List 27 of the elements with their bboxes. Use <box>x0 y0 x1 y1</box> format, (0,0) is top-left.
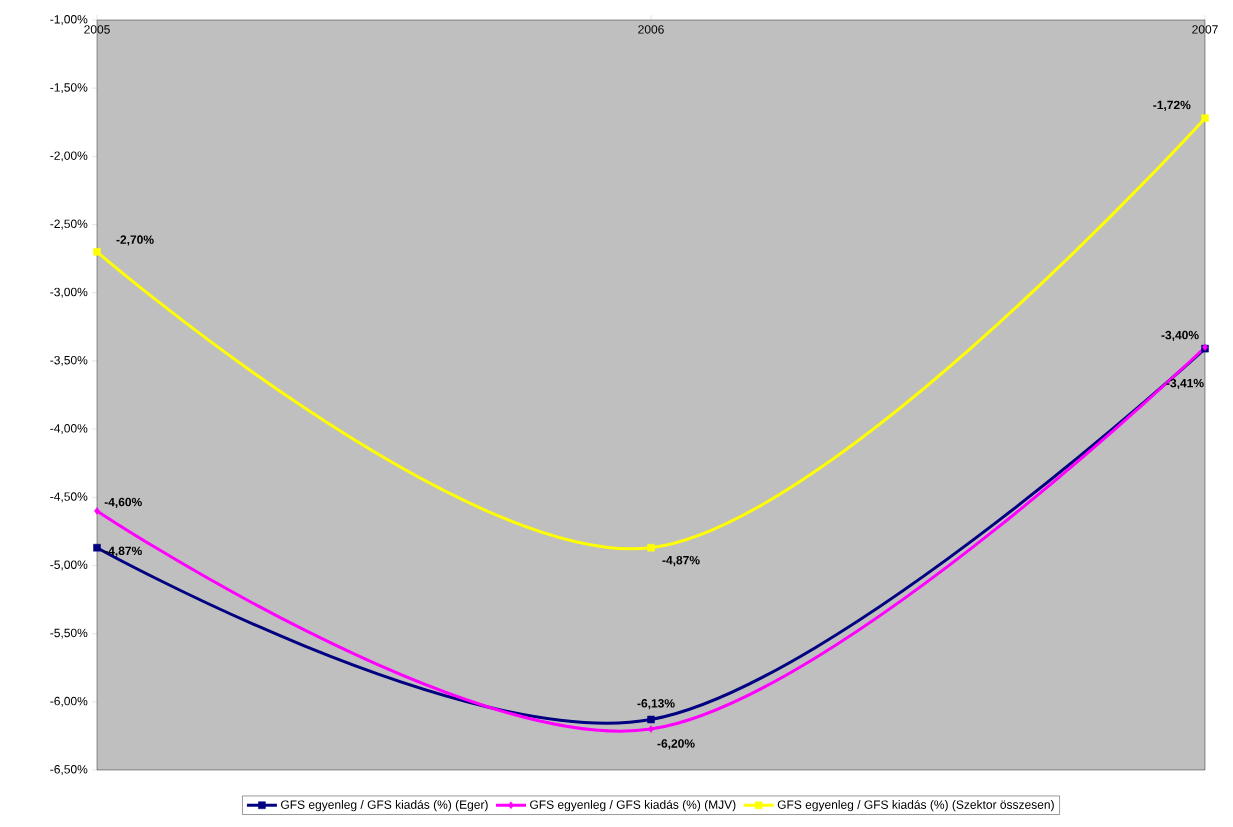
y-tick-label: -4,00% <box>50 424 88 435</box>
y-tick-label: -2,50% <box>50 219 88 230</box>
y-tick-label: -5,00% <box>50 560 88 571</box>
data-label: -3,41% <box>1166 378 1204 390</box>
y-tick-label: -1,00% <box>50 15 88 25</box>
legend-label: GFS egyenleg / GFS kiadás (%) (MJV) <box>530 799 736 812</box>
y-tick-label: -3,50% <box>50 355 88 366</box>
data-label: -2,70% <box>116 235 154 246</box>
y-tick-label: -4,50% <box>50 492 88 503</box>
y-tick-label: -3,00% <box>50 287 88 298</box>
y-tick-label: -6,00% <box>50 696 88 707</box>
y-tick-label: -5,50% <box>50 628 88 639</box>
y-tick-label: -1,50% <box>50 83 88 94</box>
data-label: -4,60% <box>104 497 142 509</box>
legend-label: GFS egyenleg / GFS kiadás (%) (Eger) <box>281 799 488 812</box>
x-tick-label: 2006 <box>638 25 664 34</box>
data-label: -3,40% <box>1161 330 1199 342</box>
legend-label: GFS egyenleg / GFS kiadás (%) (Szektor összesen) <box>777 799 1054 812</box>
data-label: -4,87% <box>662 555 700 567</box>
data-label: -1,72% <box>1153 100 1191 111</box>
data-label: -6,13% <box>637 699 675 710</box>
data-label: -6,20% <box>657 739 695 750</box>
x-tick-label: 2007 <box>1192 25 1218 34</box>
y-tick-label: -2,00% <box>50 151 88 162</box>
x-tick-label: 2005 <box>84 25 110 34</box>
y-tick-label: -6,50% <box>50 765 88 775</box>
data-label: -4,87% <box>104 546 142 557</box>
